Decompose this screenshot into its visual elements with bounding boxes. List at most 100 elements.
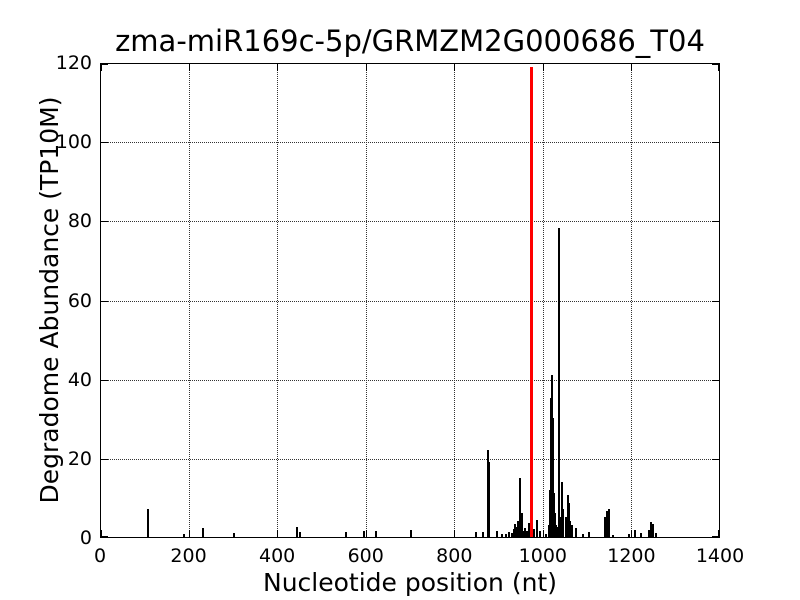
bar xyxy=(538,530,541,537)
x-tick-mark xyxy=(101,530,102,537)
bar xyxy=(296,526,299,537)
plot-area xyxy=(100,63,720,538)
x-tick-mark xyxy=(454,530,456,537)
bar xyxy=(201,527,204,537)
y-tick-mark-right xyxy=(712,536,719,537)
x-tick-label: 0 xyxy=(93,545,107,567)
bar xyxy=(604,517,607,537)
bar xyxy=(495,531,498,537)
bar xyxy=(514,524,517,537)
x-tick-mark xyxy=(365,530,367,537)
x-tick-mark-top xyxy=(365,64,367,71)
bar xyxy=(512,529,515,537)
bar xyxy=(587,532,590,537)
highlighted-bar xyxy=(529,66,533,537)
bar xyxy=(553,493,556,537)
bar xyxy=(515,526,518,537)
bar xyxy=(639,533,642,537)
y-tick-mark xyxy=(101,536,108,537)
bar xyxy=(523,528,526,537)
y-tick-mark xyxy=(101,142,108,144)
bar xyxy=(651,523,654,537)
x-tick-label: 600 xyxy=(347,545,384,567)
bar xyxy=(557,228,560,537)
gridline-horizontal xyxy=(101,379,719,381)
x-tick-mark-top xyxy=(277,64,279,71)
bar xyxy=(481,532,484,537)
bar xyxy=(567,502,570,537)
bar xyxy=(562,509,565,537)
x-tick-mark xyxy=(188,530,190,537)
x-tick-mark-top xyxy=(718,64,719,71)
bar xyxy=(535,519,538,537)
bar xyxy=(525,531,528,537)
bar xyxy=(510,533,513,537)
x-tick-label: 800 xyxy=(436,545,473,567)
x-tick-label: 1400 xyxy=(695,545,745,567)
bar xyxy=(559,517,562,537)
y-tick-label: 60 xyxy=(67,289,92,312)
bar xyxy=(363,531,366,537)
bar xyxy=(607,509,610,537)
x-tick-label: 1000 xyxy=(518,545,568,567)
bar xyxy=(146,509,149,537)
bar xyxy=(375,531,377,537)
bar xyxy=(570,525,573,537)
bar xyxy=(522,531,525,537)
y-tick-mark xyxy=(101,379,108,381)
y-tick-mark-right xyxy=(712,458,719,460)
bar xyxy=(299,532,302,537)
x-tick-mark xyxy=(542,530,544,537)
gridline-horizontal xyxy=(101,300,719,302)
bar xyxy=(555,525,558,537)
x-tick-mark-top xyxy=(188,64,190,71)
y-tick-mark xyxy=(101,64,108,65)
y-tick-mark-right xyxy=(712,221,719,223)
y-tick-label: 0 xyxy=(79,527,92,549)
gridline-horizontal xyxy=(101,458,719,460)
bar xyxy=(527,523,530,537)
y-tick-mark xyxy=(101,221,108,223)
x-tick-label: 400 xyxy=(259,545,296,567)
bar xyxy=(520,513,523,537)
bar xyxy=(556,527,559,537)
bar xyxy=(533,529,536,537)
x-tick-mark xyxy=(631,530,633,537)
x-tick-mark-top xyxy=(454,64,456,71)
y-tick-mark xyxy=(101,458,108,460)
y-tick-mark xyxy=(101,300,108,302)
bar xyxy=(654,533,657,537)
bar xyxy=(634,529,637,537)
y-tick-label: 80 xyxy=(67,210,92,233)
bar xyxy=(650,521,653,537)
bar xyxy=(581,534,584,537)
bar xyxy=(516,521,519,537)
x-tick-mark-top xyxy=(631,64,633,71)
x-tick-mark xyxy=(718,530,719,537)
x-tick-label: 1200 xyxy=(607,545,656,567)
y-tick-mark-right xyxy=(712,300,719,302)
y-tick-label: 120 xyxy=(55,52,92,74)
x-axis-label: Nucleotide position (nt) xyxy=(263,568,557,597)
gridline-horizontal xyxy=(101,142,719,144)
y-tick-label: 20 xyxy=(67,447,92,470)
bar xyxy=(507,532,510,537)
bar xyxy=(487,461,490,537)
bar xyxy=(574,527,577,537)
bar xyxy=(182,533,185,537)
bar xyxy=(647,529,650,537)
y-tick-mark-right xyxy=(712,142,719,144)
gridline-horizontal xyxy=(101,221,719,223)
x-tick-mark-top xyxy=(101,64,102,71)
bar xyxy=(545,533,548,537)
y-tick-mark-right xyxy=(712,379,719,381)
y-axis-label-text: Degradome Abundance (TP10M) xyxy=(34,96,64,504)
bar xyxy=(611,535,614,537)
bar xyxy=(410,529,412,537)
chart-title: zma-miR169c-5p/GRMZM2G000686_T04 xyxy=(115,24,705,58)
y-tick-mark-right xyxy=(712,64,719,65)
bar xyxy=(500,533,503,537)
bar xyxy=(344,532,347,537)
bar xyxy=(518,477,521,537)
